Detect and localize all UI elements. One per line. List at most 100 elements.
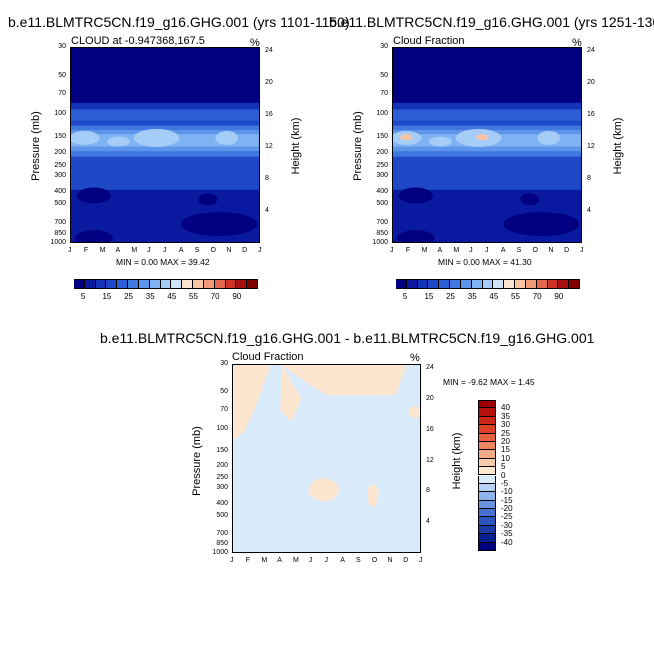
colorbar-swatch	[478, 441, 496, 451]
panel3-month-tick: S	[356, 557, 361, 564]
colorbar-swatch	[396, 279, 407, 289]
colorbar-swatch	[460, 279, 472, 289]
colorbar-label: 5	[402, 292, 408, 301]
colorbar-swatch	[74, 279, 85, 289]
panel3-colorbar	[478, 400, 496, 551]
colorbar-swatch	[478, 450, 496, 459]
panel1-pressure-tick: 150	[54, 132, 66, 140]
colorbar-swatch	[478, 534, 496, 543]
panel2-month-tick: J	[390, 247, 394, 254]
colorbar-label: 25	[446, 292, 456, 301]
colorbar-label: -15	[501, 495, 513, 505]
panel1-month-tick: S	[194, 247, 200, 254]
colorbar-label: 35	[145, 292, 155, 301]
diff-positive-region	[408, 406, 420, 418]
colorbar-swatch	[478, 483, 496, 493]
panel1-pressure-tick: 30	[58, 43, 66, 50]
panel2-ylabel-left: Pressure (mb)	[352, 111, 364, 181]
panel3-month-tick: A	[277, 557, 282, 564]
colorbar-label: -40	[501, 537, 513, 547]
panel3-pressure-tick: 200	[216, 462, 228, 470]
contour-low-pocket	[503, 212, 580, 237]
panel2-stats: MIN = 0.00 MAX = 41.30	[438, 257, 532, 267]
panel3-subtitle-right: %	[410, 352, 420, 364]
diff-positive-region	[282, 365, 407, 396]
panel1-pressure-tick: 300	[54, 171, 66, 179]
panel2-pressure-tick: 70	[380, 90, 388, 98]
colorbar-swatch	[203, 279, 215, 289]
panel1-month-tick: A	[178, 247, 184, 254]
panel3-month-tick: F	[245, 557, 251, 564]
panel2-height-tick: 24	[587, 47, 595, 55]
panel3-month-tick: M	[293, 557, 299, 564]
colorbar-label: 40	[501, 403, 510, 413]
panel2-pressure-tick: 850	[376, 229, 388, 237]
contour-core-max	[400, 134, 413, 141]
panel2-subtitle-right: %	[572, 37, 582, 49]
diff-positive-region	[367, 484, 379, 507]
colorbar-label: 45	[167, 292, 177, 301]
contour-low-pocket	[398, 187, 433, 204]
panel3-height-tick: 24	[426, 364, 434, 372]
colorbar-swatch	[478, 433, 496, 442]
colorbar-swatch	[478, 467, 496, 476]
panel3-ylabel-left: Pressure (mb)	[191, 426, 203, 496]
colorbar-swatch	[478, 542, 496, 551]
colorbar-swatch	[439, 279, 451, 289]
colorbar-label: 25	[501, 428, 510, 438]
panel2-month-tick: J	[580, 247, 584, 254]
panel3-height-tick: 8	[426, 487, 430, 495]
contour-band	[393, 161, 581, 190]
contour-core	[133, 128, 180, 147]
panel2-ylabel-right: Height (km)	[612, 117, 624, 175]
colorbar-swatch	[84, 279, 96, 289]
colorbar-label: -25	[501, 512, 513, 522]
colorbar-label: 70	[210, 292, 220, 301]
colorbar-swatch	[478, 525, 496, 535]
contour-core	[537, 130, 561, 145]
colorbar-swatch	[193, 279, 204, 289]
panel2-pressure-tick: 300	[376, 171, 388, 179]
panel2-pressure-tick: 500	[376, 200, 388, 208]
contour-low-pocket	[396, 230, 435, 242]
panel1-month-tick: O	[210, 247, 216, 254]
contour-core-max	[476, 134, 489, 141]
colorbar-label: 35	[467, 292, 477, 301]
panel1-month-tick: M	[99, 247, 106, 254]
panel2-month-tick: M	[453, 247, 460, 254]
panel2-subtitle-left: Cloud Fraction	[393, 35, 465, 47]
panel1-contour	[71, 48, 259, 242]
panel3-title: b.e11.BLMTRC5CN.f19_g16.GHG.001 - b.e11.…	[100, 330, 595, 346]
panel2-height-tick: 4	[587, 207, 591, 215]
colorbar-label: 20	[501, 436, 510, 446]
panel3-pressure-tick: 700	[216, 529, 228, 537]
panel3-pressure-tick: 30	[220, 360, 228, 367]
contour-core	[215, 130, 239, 145]
colorbar-label: 35	[501, 411, 510, 421]
panel1-month-tick: J	[163, 247, 167, 254]
colorbar-swatch	[478, 517, 496, 526]
colorbar-swatch	[504, 279, 516, 289]
panel1-height-tick: 24	[265, 47, 273, 55]
colorbar-label: 15	[501, 445, 510, 455]
colorbar-label: -10	[501, 487, 513, 497]
contour-core	[107, 136, 130, 147]
panel3-month-tick: M	[261, 557, 268, 564]
panel2-pressure-tick: 1000	[372, 239, 388, 246]
panel1-height-tick: 8	[265, 175, 269, 183]
colorbar-label: -20	[501, 504, 513, 514]
colorbar-swatch	[478, 500, 496, 510]
colorbar-swatch	[128, 279, 139, 289]
colorbar-label: 55	[189, 292, 198, 301]
panel2-pressure-tick: 50	[380, 71, 388, 79]
colorbar-label: -35	[501, 529, 513, 539]
contour-core	[71, 130, 100, 145]
colorbar-swatch	[225, 279, 237, 289]
panel2-month-tick: N	[548, 247, 554, 254]
panel1-colorbar	[74, 279, 258, 289]
panel2-plot-area	[392, 47, 582, 243]
panel1-pressure-tick: 850	[54, 229, 66, 237]
panel2-pressure-tick: 250	[376, 161, 388, 169]
contour-low-pocket	[520, 193, 540, 206]
colorbar-swatch	[525, 279, 537, 289]
